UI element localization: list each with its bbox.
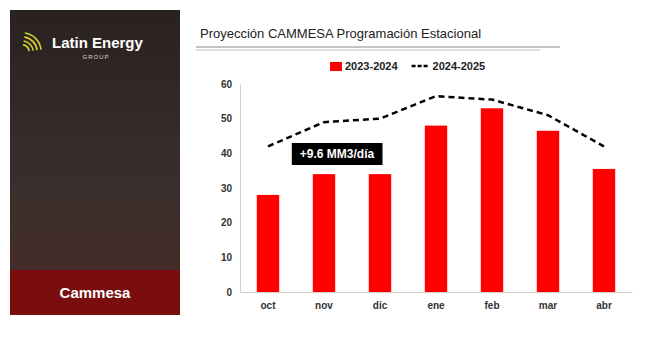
y-tick-label: 40 [221, 148, 233, 159]
y-tick: 40 [221, 148, 240, 159]
legend: 2023-2024 2024-2025 [330, 60, 485, 72]
x-tick-label: feb [485, 300, 500, 311]
bar [369, 174, 391, 292]
x-tick: feb [485, 292, 500, 311]
y-tick-label: 30 [221, 183, 233, 194]
x-tick-label: oct [261, 300, 277, 311]
y-tick: 10 [221, 252, 240, 263]
x-tick-label: dic [373, 300, 388, 311]
x-tick: oct [261, 292, 277, 311]
bar [537, 131, 559, 292]
y-tick-label: 0 [226, 287, 232, 298]
x-tick-label: abr [596, 300, 612, 311]
annotation-text: +9.6 MM3/día [300, 147, 375, 161]
legend-swatch [330, 62, 342, 71]
annotation: +9.6 MM3/día [292, 143, 383, 165]
logo-arc [25, 32, 42, 50]
bar [481, 108, 503, 292]
sidebar: Latin Energy GROUP Cammesa [10, 10, 180, 315]
title: Proyección CAMMESA Programación Estacion… [200, 26, 481, 41]
y-tick-label: 20 [221, 217, 233, 228]
y-tick: 50 [221, 113, 240, 124]
x-axis-line [241, 292, 633, 293]
y-tick-label: 60 [221, 79, 233, 90]
title-rule [196, 47, 560, 48]
y-tick-label: 10 [221, 252, 233, 263]
x-axis: oct nov dic ene feb mar abr [241, 292, 633, 311]
annotation-box [292, 143, 383, 165]
x-tick-label: nov [315, 300, 333, 311]
x-tick: ene [427, 292, 445, 311]
legend-label: 2023-2024 [345, 60, 398, 72]
sidebar-band [10, 270, 180, 315]
x-tick: dic [373, 292, 388, 311]
y-tick-label: 50 [221, 113, 233, 124]
logo-arc [23, 44, 30, 51]
x-tick-label: mar [539, 300, 557, 311]
canvas: Latin Energy GROUP Cammesa Proyección CAMME… [0, 0, 656, 350]
y-axis: 0 10 20 30 40 50 60 [221, 79, 241, 298]
y-axis-line [240, 85, 241, 293]
marks [257, 96, 615, 292]
brand-sub: GROUP [82, 54, 109, 60]
brand: Latin Energy [52, 34, 144, 51]
x-tick: abr [596, 292, 612, 311]
bar [425, 126, 447, 292]
line [268, 96, 604, 146]
y-tick: 0 [226, 287, 240, 298]
y-tick: 60 [221, 79, 240, 90]
legend-item: 2023-2024 [330, 60, 398, 72]
legend-swatch [412, 65, 430, 68]
sidebar-label: Cammesa [60, 284, 132, 301]
y-tick: 30 [221, 183, 240, 194]
bar [257, 195, 279, 292]
legend-label: 2024-2025 [433, 60, 486, 72]
bar-series [257, 108, 615, 292]
sidebar-background [10, 10, 180, 315]
x-tick-label: ene [427, 300, 445, 311]
legend-item: 2024-2025 [412, 60, 486, 72]
bar [313, 174, 335, 292]
title-rule [196, 50, 540, 51]
y-tick: 20 [221, 217, 240, 228]
x-tick: nov [315, 292, 333, 311]
bar [593, 169, 615, 292]
logo-icon [23, 32, 42, 51]
x-tick: mar [539, 292, 557, 311]
